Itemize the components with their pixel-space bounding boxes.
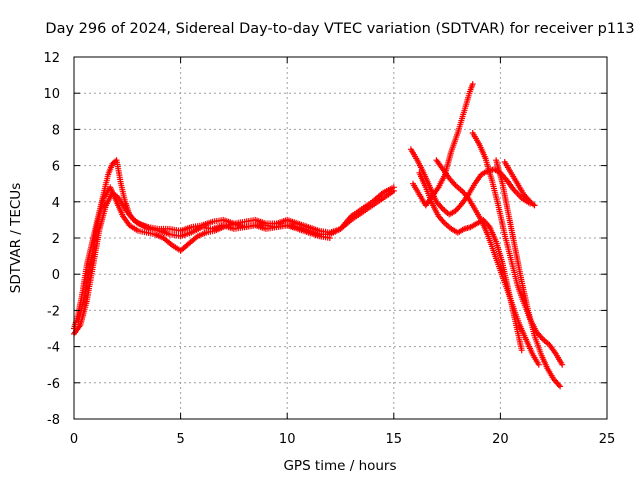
y-tick-label: 8 xyxy=(52,123,60,138)
x-tick-label: 10 xyxy=(279,432,296,447)
y-tick-label: 2 xyxy=(52,232,60,247)
axis-ticks xyxy=(73,56,608,420)
y-tick-label: -2 xyxy=(47,304,60,319)
x-tick-label: 0 xyxy=(70,432,78,447)
x-tick-label: 25 xyxy=(599,432,616,447)
y-axis-label: SDTVAR / TECUs xyxy=(8,183,24,293)
y-tick-labels: -8 -6 -4 -2 0 2 4 6 8 10 12 xyxy=(43,51,60,428)
y-tick-label: 6 xyxy=(52,160,60,175)
data-point xyxy=(535,361,542,368)
x-tick-label: 15 xyxy=(386,432,403,447)
data-points xyxy=(71,81,566,390)
data-point xyxy=(390,184,397,191)
y-tick-label: -8 xyxy=(47,413,60,428)
data-point xyxy=(326,235,333,241)
series-track-d xyxy=(410,81,476,209)
series-track-a xyxy=(71,157,397,332)
series-track-j xyxy=(501,159,538,209)
series-track-i xyxy=(493,157,564,390)
chart-title: Day 296 of 2024, Sidereal Day-to-day VTE… xyxy=(45,21,634,37)
y-tick-label: 10 xyxy=(43,87,60,102)
x-tick-label: 20 xyxy=(492,432,509,447)
y-tick-label: 4 xyxy=(52,196,60,211)
grid xyxy=(74,57,607,419)
x-axis-label: GPS time / hours xyxy=(283,458,396,474)
y-tick-label: 12 xyxy=(43,51,60,66)
series-track-c xyxy=(75,184,333,325)
data-point xyxy=(518,347,525,354)
y-tick-label: -4 xyxy=(47,341,60,356)
data-point xyxy=(557,383,564,390)
data-point xyxy=(559,361,566,368)
x-tick-labels: 0 5 10 15 20 25 xyxy=(70,432,615,447)
data-point xyxy=(531,202,538,209)
y-tick-label: -6 xyxy=(47,377,60,392)
x-tick-label: 5 xyxy=(176,432,184,447)
series-track-f xyxy=(416,169,525,354)
series-track-g xyxy=(433,157,542,368)
y-tick-label: 0 xyxy=(52,268,60,283)
data-point xyxy=(469,81,476,88)
